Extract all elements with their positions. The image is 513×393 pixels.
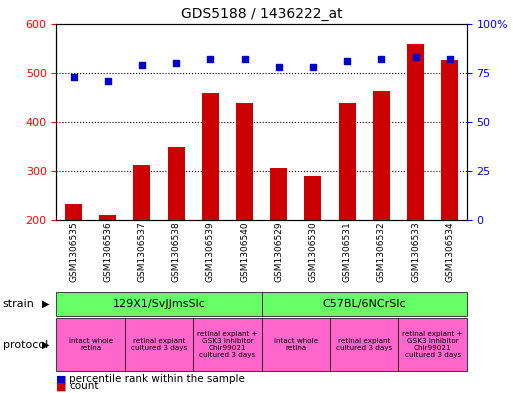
Bar <box>133 165 150 220</box>
Point <box>241 56 249 62</box>
Point <box>343 58 351 64</box>
Text: ▶: ▶ <box>42 299 50 309</box>
Text: retinal explant
cultured 3 days: retinal explant cultured 3 days <box>336 338 392 351</box>
Bar <box>270 169 287 220</box>
Text: retinal explant +
GSK3 inhibitor
Chir99021
cultured 3 days: retinal explant + GSK3 inhibitor Chir990… <box>402 331 463 358</box>
Text: ▶: ▶ <box>42 340 50 350</box>
Bar <box>304 176 322 220</box>
Point <box>206 56 214 62</box>
Bar <box>236 103 253 220</box>
Point <box>411 54 420 60</box>
Text: protocol: protocol <box>3 340 48 350</box>
Bar <box>202 93 219 220</box>
Point <box>138 62 146 68</box>
Point <box>69 73 77 80</box>
Point <box>446 56 454 62</box>
Text: retinal explant +
GSK3 inhibitor
Chir99021
cultured 3 days: retinal explant + GSK3 inhibitor Chir990… <box>197 331 258 358</box>
Point <box>274 64 283 70</box>
Text: ■: ■ <box>56 375 67 384</box>
Title: GDS5188 / 1436222_at: GDS5188 / 1436222_at <box>181 7 343 21</box>
Text: ■: ■ <box>56 382 67 391</box>
Bar <box>373 91 390 220</box>
Text: C57BL/6NCrSlc: C57BL/6NCrSlc <box>322 299 406 309</box>
Point <box>172 60 180 66</box>
Text: strain: strain <box>3 299 34 309</box>
Text: percentile rank within the sample: percentile rank within the sample <box>69 375 245 384</box>
Text: 129X1/SvJJmsSlc: 129X1/SvJJmsSlc <box>112 299 206 309</box>
Text: intact whole
retina: intact whole retina <box>274 338 318 351</box>
Bar <box>99 215 116 220</box>
Bar <box>168 147 185 220</box>
Bar <box>407 44 424 220</box>
Bar <box>65 204 82 220</box>
Bar <box>441 60 458 220</box>
Point <box>104 77 112 84</box>
Text: count: count <box>69 382 99 391</box>
Point <box>377 56 385 62</box>
Text: intact whole
retina: intact whole retina <box>69 338 113 351</box>
Point <box>309 64 317 70</box>
Text: retinal explant
cultured 3 days: retinal explant cultured 3 days <box>131 338 187 351</box>
Bar <box>339 103 356 220</box>
